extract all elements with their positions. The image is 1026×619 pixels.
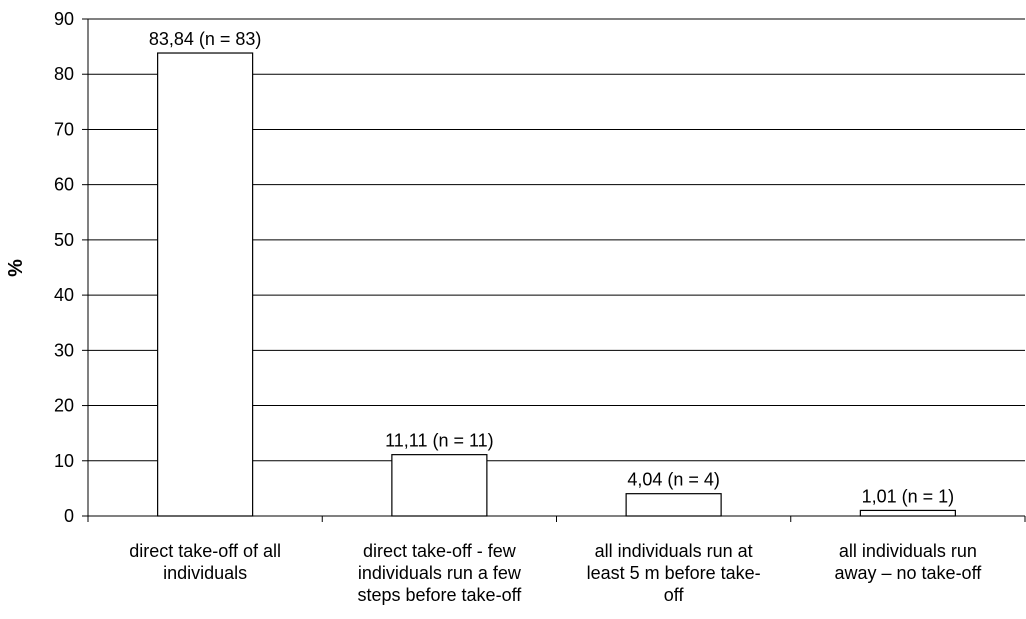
x-category-label: all individuals run away – no take-off (834, 541, 982, 583)
x-category-label: direct take-off - few individuals run a f… (357, 541, 522, 605)
y-tick-label: 20 (54, 396, 74, 416)
y-tick-labels: 0 10 20 30 40 50 60 70 80 90 (54, 9, 74, 526)
y-tick-label: 50 (54, 230, 74, 250)
y-tick-label: 90 (54, 9, 74, 29)
data-label: 1,01 (n = 1) (862, 486, 955, 506)
x-category-label-line: direct take-off of all (129, 541, 281, 561)
y-axis-title: % (5, 259, 27, 277)
x-category-label: direct take-off of all individuals (129, 541, 281, 583)
y-tick-label: 10 (54, 451, 74, 471)
y-tick-label: 30 (54, 340, 74, 360)
y-tick-label: 60 (54, 175, 74, 195)
axes (82, 18, 1026, 522)
x-category-label-line: all individuals run at (595, 541, 753, 561)
bar (625, 493, 722, 517)
y-tick-label: 70 (54, 119, 74, 139)
x-category-label-line: all individuals run (839, 541, 977, 561)
bars (157, 52, 956, 517)
data-label: 4,04 (n = 4) (627, 470, 720, 490)
x-category-label-line: least 5 m before take- (587, 563, 761, 583)
x-category-label-line: away – no take-off (834, 563, 982, 583)
bar (157, 52, 254, 517)
x-category-label-line: individuals (163, 563, 247, 583)
x-category-label-line: direct take-off - few (363, 541, 517, 561)
y-tick-label: 0 (64, 506, 74, 526)
x-category-labels: direct take-off of all individualsdirect … (129, 541, 982, 605)
x-category-label-line: steps before take-off (357, 585, 522, 605)
data-label: 83,84 (n = 83) (149, 29, 262, 49)
data-label: 11,11 (n = 11) (385, 431, 494, 451)
bar (391, 454, 488, 517)
y-tick-label: 80 (54, 64, 74, 84)
x-category-label: all individuals run at least 5 m before t… (587, 541, 761, 605)
x-category-label-line: off (664, 585, 685, 605)
y-tick-label: 40 (54, 285, 74, 305)
x-category-label-line: individuals run a few (358, 563, 522, 583)
data-labels: 83,84 (n = 83) 11,11 (n = 11) 4,04 (n = 4)… (149, 29, 954, 506)
bar (859, 509, 956, 517)
